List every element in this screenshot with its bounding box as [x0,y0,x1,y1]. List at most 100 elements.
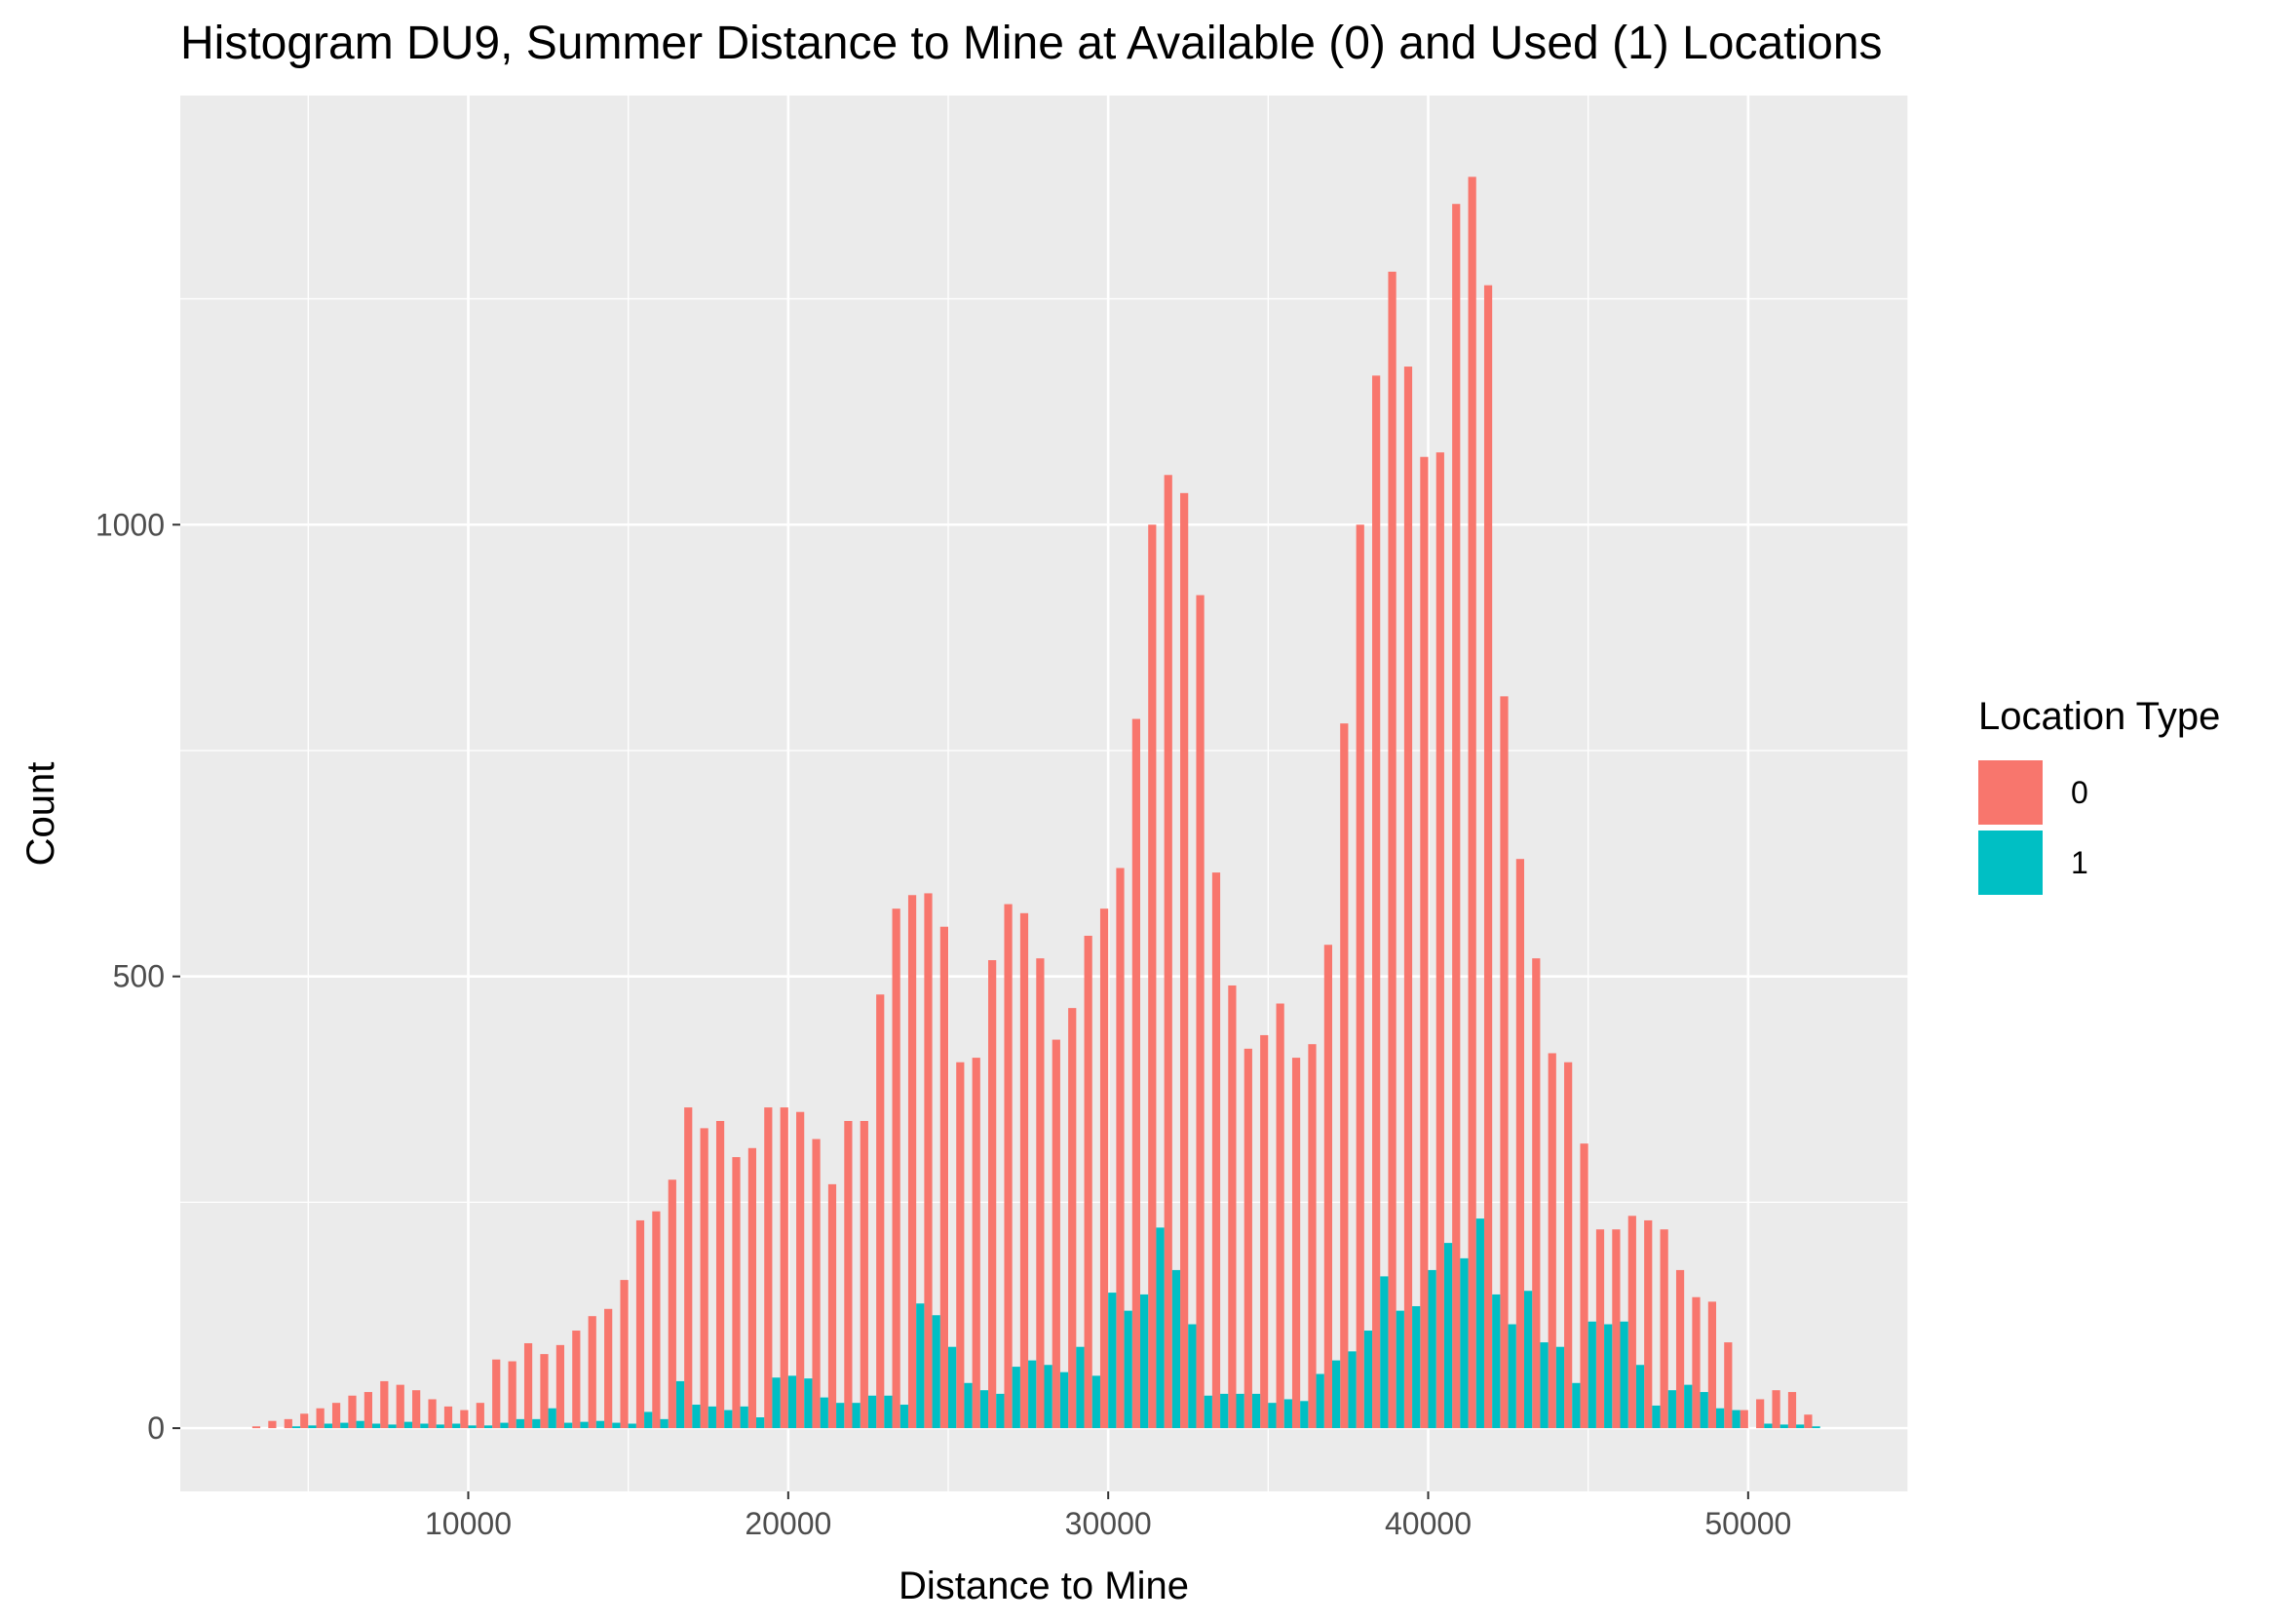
bar-series-1 [500,1422,509,1429]
bar-series-0 [732,1157,741,1429]
bar-series-0 [796,1111,805,1429]
bar-series-0 [540,1354,549,1429]
bar-series-0 [572,1331,581,1429]
bar-series-0 [1403,367,1413,1429]
bar-series-0 [604,1308,613,1429]
bar-series-1 [1460,1257,1469,1429]
bar-series-0 [1644,1219,1653,1429]
bar-series-0 [492,1359,501,1429]
bar-series-1 [1604,1324,1613,1429]
bar-series-1 [356,1420,364,1429]
bar-series-1 [1524,1291,1533,1429]
bar-series-1 [724,1410,733,1429]
y-axis-label: Count [19,762,62,867]
bar-series-0 [1595,1229,1605,1429]
bar-series-1 [1620,1321,1628,1429]
bar-series-0 [396,1384,404,1429]
x-tick-label: 10000 [425,1506,512,1541]
bar-series-1 [1572,1382,1581,1429]
bar-series-0 [747,1147,756,1429]
bar-series-1 [1555,1346,1565,1429]
bar-series-0 [251,1426,261,1429]
bar-series-1 [1652,1405,1661,1429]
bar-series-1 [1540,1342,1549,1429]
bar-series-1 [1091,1375,1100,1429]
bar-series-0 [300,1413,309,1429]
bar-series-1 [1156,1227,1165,1429]
bar-series-1 [804,1378,813,1429]
bar-series-0 [780,1107,788,1429]
bar-series-1 [1348,1351,1357,1429]
bar-series-0 [316,1408,325,1429]
bar-series-0 [1148,524,1157,1429]
bar-series-1 [372,1423,381,1429]
bar-series-0 [860,1120,868,1429]
legend: Location Type 0 1 [1978,695,2220,895]
bar-series-1 [1380,1276,1389,1429]
bar-series-0 [1131,718,1140,1429]
bar-series-0 [1420,456,1429,1429]
bar-series-0 [1675,1269,1685,1429]
bar-series-1 [1076,1346,1085,1429]
bar-series-0 [1068,1008,1077,1429]
bar-series-0 [827,1183,837,1429]
x-tick-label: 40000 [1385,1506,1472,1541]
bar-series-1 [996,1393,1005,1429]
bar-series-0 [1388,271,1397,1429]
bar-series-0 [1532,958,1541,1429]
bar-series-0 [348,1395,357,1429]
bar-series-1 [1396,1310,1404,1429]
bar-series-1 [291,1426,301,1429]
x-axis: 10000 20000 30000 40000 50000 [425,1491,1791,1541]
bar-series-1 [452,1423,461,1429]
bar-series-1 [516,1418,524,1429]
bar-series-1 [1140,1294,1149,1429]
bar-series-1 [1508,1324,1516,1429]
bar-series-1 [420,1423,429,1429]
bar-series-1 [1667,1390,1676,1429]
bar-series-0 [844,1120,853,1429]
bar-series-0 [652,1211,661,1429]
bar-series-1 [820,1397,828,1429]
bar-series-1 [708,1406,716,1429]
bar-series-1 [964,1382,973,1429]
legend-key-0 [1978,760,2043,825]
bar-series-1 [1588,1321,1596,1429]
bar-series-0 [1019,912,1029,1429]
bar-series-0 [1468,176,1476,1429]
bar-series-1 [1108,1293,1117,1429]
bar-series-0 [460,1410,469,1429]
bar-series-1 [916,1303,925,1429]
bar-series-0 [1660,1229,1668,1429]
legend-label-0: 0 [2071,775,2088,810]
bar-series-0 [1276,1003,1284,1429]
bar-series-0 [1164,475,1172,1429]
x-tick-label: 50000 [1704,1506,1791,1541]
bar-series-0 [1052,1039,1060,1429]
bar-series-1 [1171,1269,1181,1429]
bar-series-0 [1772,1390,1780,1429]
bar-series-0 [812,1139,821,1429]
bar-series-0 [635,1219,645,1429]
bar-series-1 [1028,1360,1037,1429]
bar-series-1 [852,1403,861,1429]
bar-series-0 [1228,985,1237,1429]
bar-series-0 [476,1403,484,1429]
bar-series-0 [1308,1044,1317,1429]
bar-series-1 [1716,1408,1725,1429]
bar-series-0 [764,1107,773,1429]
bar-series-1 [308,1425,317,1429]
bar-series-1 [1796,1424,1805,1429]
bar-series-0 [1627,1216,1636,1429]
bar-series-0 [1787,1392,1797,1429]
bar-series-1 [787,1375,797,1429]
bar-series-0 [1707,1301,1716,1429]
bar-series-1 [1684,1384,1693,1429]
bar-series-1 [884,1395,893,1429]
bar-series-1 [1764,1423,1773,1429]
bar-series-1 [1044,1365,1052,1429]
bar-series-1 [483,1425,493,1429]
bar-series-0 [1084,935,1092,1429]
bar-series-1 [1268,1403,1277,1429]
bar-series-0 [715,1120,725,1429]
